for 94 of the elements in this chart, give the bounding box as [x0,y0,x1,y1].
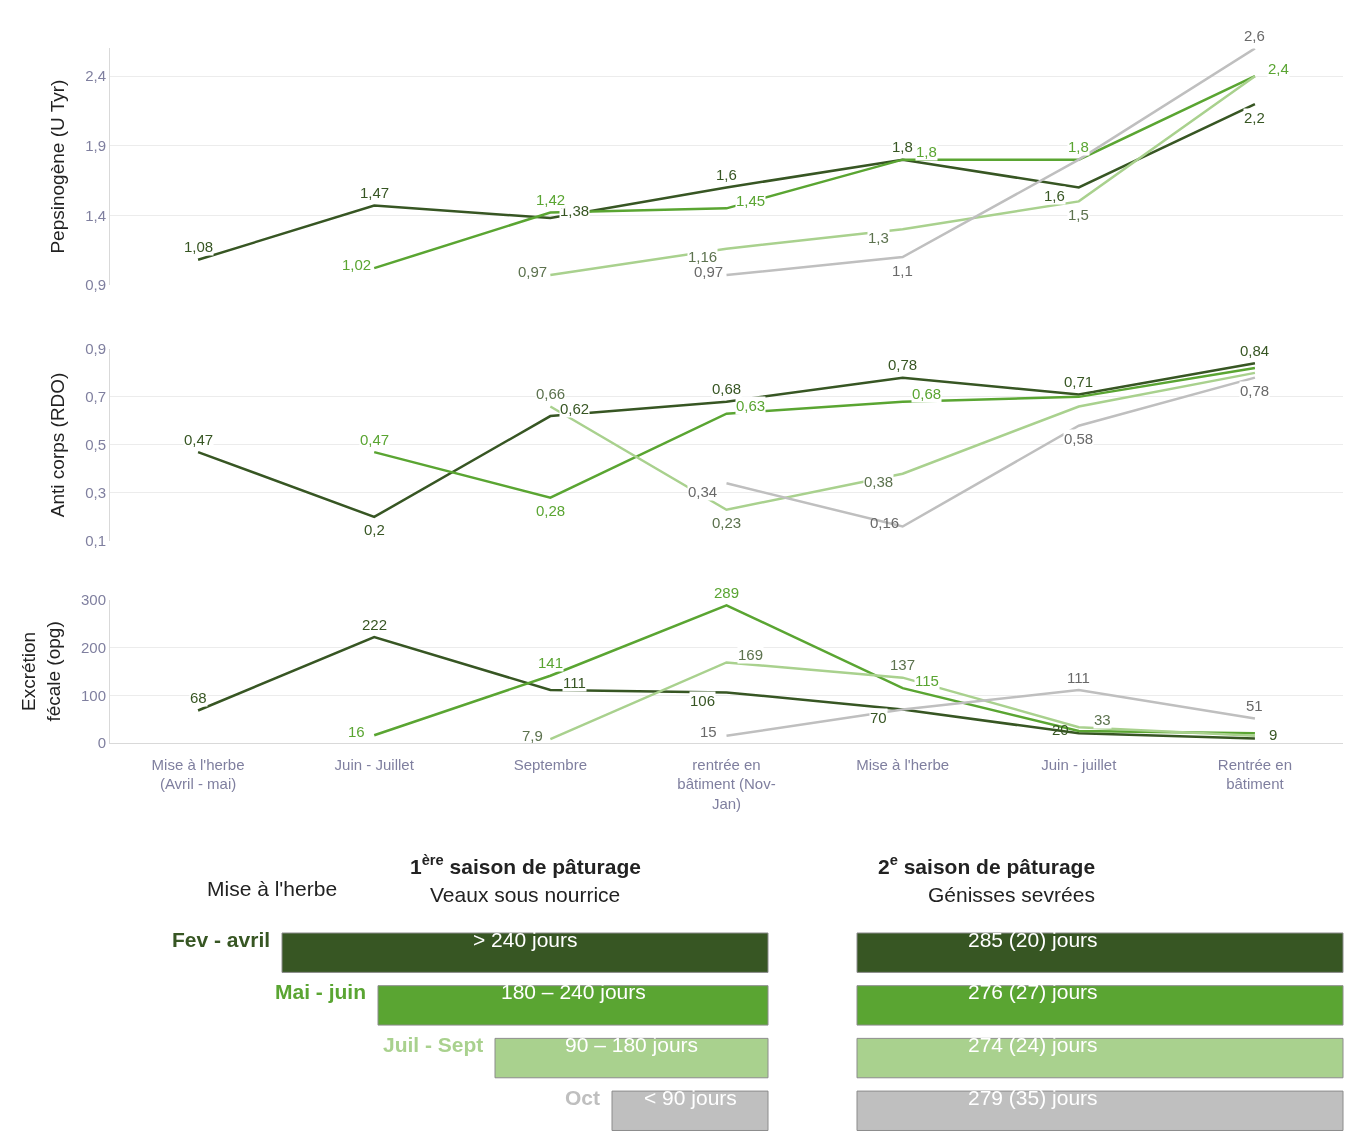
data-label: 0,78 [1240,382,1270,399]
text: 2$^{e}$ saison de pâturage [878,852,1096,878]
data-label: 106 [690,692,716,709]
data-label: 1,6 [1044,187,1065,204]
y-tick-label: 300 [80,591,106,609]
data-label: 2,2 [1244,109,1265,126]
data-label: 0,71 [1064,373,1094,390]
data-label: 7,9 [522,727,543,744]
data-label: 0,28 [536,502,566,519]
y-tick-label: 2,4 [85,67,106,85]
y-tick-label: 200 [80,638,106,656]
text: Veaux sous nourrice [430,883,621,906]
y-tick-label: 0,9 [85,276,106,294]
data-label: 141 [538,654,564,671]
data-label: 0,23 [712,514,742,531]
data-label: 2,6 [1244,27,1265,44]
y-tick-label: 0,9 [85,340,106,358]
y-axis-title: Pepsinogène (U Tyr) [46,79,68,254]
data-label: 0,66 [536,385,566,402]
x-tick-label: Septembre [513,755,588,773]
data-label: 1,47 [360,184,390,201]
data-label: 68 [190,689,207,706]
y-tick-label: 0,5 [85,436,106,454]
data-label: 1,8 [892,138,913,155]
data-label: 111 [1067,669,1090,686]
y-tick-label: 0,1 [85,532,106,550]
data-label: 1,45 [736,192,766,209]
data-label: 1,5 [1068,206,1089,223]
x-tick-label: rentrée en bâtiment (Nov-Jan) [677,755,776,812]
text: Fev - avril [172,928,271,951]
text: Mai - juin [275,980,366,1003]
data-label: 0,63 [736,397,766,414]
data-label: 111 [563,674,586,691]
data-label: 0,2 [364,521,385,538]
data-label: 137 [890,656,916,673]
y-tick-label: 0,3 [85,484,106,502]
text: 180 – 240 jours [501,980,646,1003]
data-label: 0,47 [184,431,214,448]
y-tick-label: 1,4 [85,206,106,224]
x-tick-label: Rentrée en bâtiment [1217,755,1293,793]
data-label: 0,97 [694,263,724,280]
text: 279 (35) jours [968,1086,1098,1109]
data-label: 0,58 [1064,430,1094,447]
data-label: 0,62 [560,400,590,417]
text: 276 (27) jours [968,980,1098,1003]
y-tick-label: 100 [80,686,106,704]
data-label: 1,8 [1068,138,1089,155]
data-label: 115 [915,672,939,689]
data-label: 1,42 [536,191,566,208]
data-label: 51 [1246,697,1263,714]
legend-title: Mise à l'herbe [207,877,338,900]
data-label: 2,4 [1268,60,1289,77]
y-axis-title: Excrétion fécale (opg) [18,621,64,722]
text: Juil - Sept [383,1033,484,1056]
y-axis-title: Anti corps (RDO) [46,372,68,518]
data-label: 0,84 [1240,342,1270,359]
y-tick-label: 0,7 [85,388,106,406]
data-label: 1,8 [916,143,937,160]
text: Oct [565,1086,601,1109]
y-tick-label: 1,9 [85,137,106,154]
data-label: 0,68 [912,385,942,402]
text: < 90 jours [644,1086,737,1109]
data-label: 0,38 [864,473,894,490]
data-label: 169 [738,646,764,663]
text: Génisses sevrées [928,883,1095,906]
data-label: 0,34 [688,483,718,500]
x-tick-label: Mise à l'herbe (Avril - mai) [151,755,245,793]
data-label: 1,3 [868,229,889,246]
text: 1$^{ère}$ saison de pâturage [410,852,641,878]
data-label: 1,08 [184,238,214,255]
data-label: 1,1 [892,262,913,279]
x-tick-label: Juin - Juillet [334,755,415,773]
data-label: 0,47 [360,431,390,448]
data-label: 1,16 [688,248,718,265]
data-label: 15 [700,723,717,740]
text: 90 – 180 jours [565,1033,699,1056]
data-label: 0,97 [518,263,548,280]
data-label: 0,68 [712,380,742,397]
x-tick-label: Mise à l'herbe [856,755,950,773]
data-label: 289 [714,584,740,601]
text: > 240 jours [473,928,578,951]
data-label: 9 [1269,726,1278,743]
data-label: 70 [870,709,887,726]
x-tick-label: Juin - juillet [1041,755,1118,773]
y-tick-label: 0 [97,734,106,752]
text: 285 (20) jours [968,928,1098,951]
data-label: 1,6 [716,166,737,183]
data-label: 0,16 [870,514,900,531]
data-label: 0,78 [888,356,918,373]
data-label: 1,02 [342,256,372,273]
data-label: 222 [362,616,388,633]
data-label: 33 [1094,711,1111,728]
data-label: 16 [348,723,365,740]
text: 274 (24) jours [968,1033,1098,1056]
